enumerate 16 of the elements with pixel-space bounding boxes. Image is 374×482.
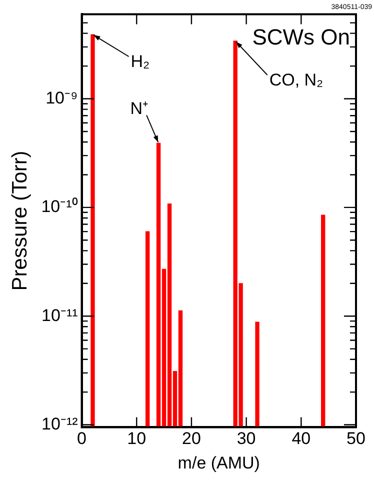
- x-tick-label: 0: [77, 429, 87, 448]
- y-axis-title: Pressure (Torr): [8, 150, 32, 291]
- x-tick-label: 10: [127, 429, 146, 448]
- y-tick-label: 10⁻¹⁰: [41, 197, 78, 216]
- annotation: H₂: [130, 52, 150, 72]
- annotation: CO, N₂: [269, 70, 324, 90]
- x-axis-title: m/e (AMU): [178, 453, 260, 472]
- y-tick-label: 10⁻¹¹: [42, 306, 78, 325]
- x-tick-label: 40: [292, 429, 311, 448]
- x-tick-label: 30: [236, 429, 256, 448]
- y-tick-label: 10⁻¹²: [42, 414, 78, 434]
- annotation: SCWs On: [252, 24, 350, 50]
- x-tick-label: 20: [182, 429, 201, 448]
- annotation: N⁺: [130, 98, 149, 118]
- x-tick-label: 50: [346, 429, 366, 448]
- y-tick-label: 10⁻⁹: [46, 88, 78, 108]
